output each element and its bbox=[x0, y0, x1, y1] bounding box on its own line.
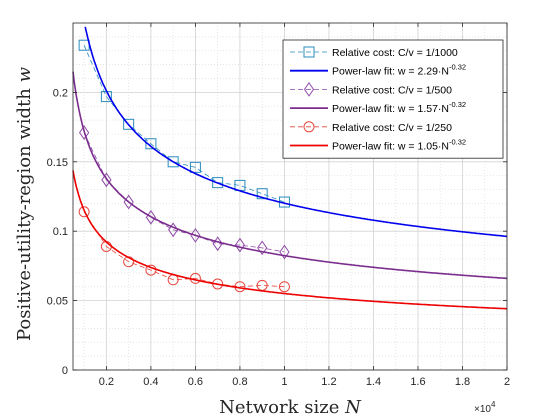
data-point bbox=[167, 156, 179, 168]
legend-box bbox=[282, 39, 504, 159]
tick-labels: 0.2 0.4 0.6 0.8 1 1.2 1.4 1.6 1.8 2 0 0.05 0.1 0.15 0.… bbox=[47, 87, 510, 388]
data-point bbox=[303, 46, 315, 58]
x-tick-label: 1.2 bbox=[321, 376, 336, 388]
y-tick-label: 0.1 bbox=[53, 226, 68, 238]
fit-line bbox=[72, 170, 507, 310]
data-point bbox=[145, 264, 157, 276]
data-point bbox=[256, 188, 268, 200]
plot-frame bbox=[72, 22, 508, 371]
x-tick-label: 1 bbox=[281, 376, 287, 388]
legend-entry: Power-law fit: w = 2.29·N-0.32 bbox=[290, 63, 466, 78]
data-point bbox=[123, 118, 135, 130]
fit-line bbox=[84, 26, 508, 238]
series bbox=[78, 39, 290, 208]
x-axis-label: Network size N bbox=[219, 397, 362, 418]
y-tick-label: 0.05 bbox=[47, 296, 68, 308]
legend-entry: Relative cost: C/v = 1/500 bbox=[290, 82, 452, 97]
series bbox=[84, 26, 508, 238]
x-tick-label: 1.6 bbox=[410, 376, 425, 388]
x-tick-label: 0.4 bbox=[143, 376, 158, 388]
data-point bbox=[101, 172, 112, 188]
x-tick-label: 1.8 bbox=[455, 376, 470, 388]
series bbox=[78, 206, 290, 293]
axes-box bbox=[72, 22, 508, 371]
y-tick-label: 0.2 bbox=[53, 87, 68, 99]
legend: Relative cost: C/v = 1/1000 Power-law fit… bbox=[282, 39, 504, 159]
legend-entry: Relative cost: C/v = 1/250 bbox=[290, 121, 452, 134]
legend-label: Power-law fit: w = 1.05·N-0.32 bbox=[332, 138, 466, 153]
data-point bbox=[189, 161, 201, 173]
data-point bbox=[78, 206, 90, 218]
x-tick-label: 0.8 bbox=[232, 376, 247, 388]
legend-label: Power-law fit: w = 1.57·N-0.32 bbox=[332, 100, 466, 115]
series-layer bbox=[72, 26, 508, 310]
fit-line bbox=[72, 71, 508, 280]
data-point bbox=[303, 82, 315, 97]
series-line bbox=[83, 45, 285, 203]
series-line bbox=[83, 132, 285, 253]
x-tick-label: 0.6 bbox=[188, 376, 203, 388]
legend-label: Power-law fit: w = 2.29·N-0.32 bbox=[332, 63, 466, 78]
y-tick-label: 0 bbox=[62, 365, 68, 377]
data-point bbox=[279, 244, 290, 260]
x-tick-label: 1.4 bbox=[366, 376, 381, 388]
legend-entry: Relative cost: C/v = 1/1000 bbox=[290, 46, 458, 59]
legend-entry: Power-law fit: w = 1.57·N-0.32 bbox=[290, 100, 466, 115]
data-point bbox=[278, 281, 290, 293]
x-tick-label: 0.2 bbox=[99, 376, 114, 388]
legend-label: Relative cost: C/v = 1/250 bbox=[332, 122, 452, 134]
x-exponent-label: ×104 bbox=[474, 400, 496, 415]
legend-entry: Power-law fit: w = 1.05·N-0.32 bbox=[290, 138, 466, 153]
y-tick-label: 0.15 bbox=[47, 157, 68, 169]
series bbox=[72, 170, 507, 310]
data-point bbox=[212, 177, 224, 189]
legend-label: Relative cost: C/v = 1/500 bbox=[332, 84, 452, 96]
data-point bbox=[257, 240, 268, 256]
data-point bbox=[145, 138, 157, 150]
data-point bbox=[190, 227, 201, 243]
y-axis-label: Positive-utility-region width w bbox=[14, 66, 35, 341]
x-tick-label: 2 bbox=[504, 376, 510, 388]
data-point bbox=[303, 121, 315, 133]
legend-label: Relative cost: C/v = 1/1000 bbox=[332, 47, 458, 59]
series-line bbox=[83, 211, 285, 288]
data-point bbox=[79, 125, 90, 141]
data-point bbox=[234, 237, 246, 253]
series bbox=[72, 71, 508, 280]
